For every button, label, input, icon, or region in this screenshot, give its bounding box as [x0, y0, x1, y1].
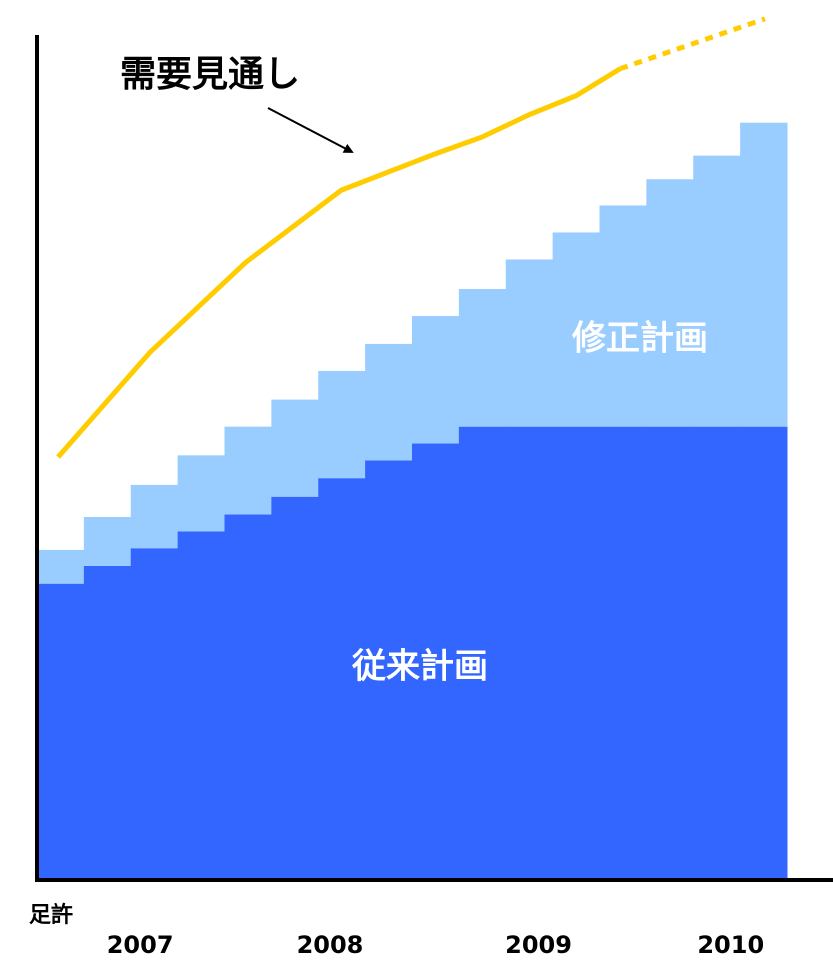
- bar-segment: [365, 343, 413, 461]
- bar-segment: [83, 516, 132, 566]
- bar-segment: [37, 549, 85, 584]
- bar-segment: [599, 426, 647, 880]
- bar-segment: [458, 426, 507, 880]
- bar-segment: [177, 455, 225, 532]
- bar-segment: [130, 484, 179, 549]
- plot-area: [37, 16, 788, 880]
- x-tick-label: 足許: [29, 902, 73, 928]
- line-label: 需要見通し: [120, 54, 300, 95]
- bar-segment: [505, 426, 554, 880]
- bar-segment: [224, 426, 272, 515]
- bar-segment: [412, 443, 460, 880]
- bar-segment: [740, 122, 788, 427]
- bar-segment: [552, 426, 600, 880]
- x-tick-label: 2009: [505, 931, 572, 959]
- line-forecast: [619, 16, 766, 72]
- bar-segment: [271, 399, 319, 497]
- bar-segment: [599, 205, 647, 427]
- series-label: 修正計画: [571, 319, 708, 359]
- bar-segment: [552, 232, 600, 427]
- bar-segment: [365, 460, 413, 880]
- bar-segment: [318, 370, 366, 479]
- bar-segment: [318, 478, 366, 880]
- series-label: 従来計画: [351, 647, 488, 687]
- x-tick-label: 2008: [297, 931, 364, 959]
- bar-segment: [130, 548, 179, 880]
- bar-segment: [412, 316, 460, 444]
- bar-segment: [458, 289, 507, 427]
- annotation-arrow: [267, 107, 354, 153]
- bar-segment: [740, 426, 788, 880]
- bar-segment: [177, 531, 225, 880]
- bar-segment: [83, 565, 132, 880]
- bar-segment: [37, 583, 85, 880]
- x-tick-label: 2007: [107, 931, 174, 959]
- bar-segment: [693, 155, 741, 427]
- line: [56, 66, 622, 459]
- bar-segment: [271, 496, 319, 880]
- bar-segment: [646, 426, 694, 880]
- bar-segment: [646, 179, 694, 427]
- bar-segment: [693, 426, 741, 880]
- x-tick-label: 2010: [697, 931, 764, 959]
- bar-segment: [505, 259, 554, 427]
- bar-segment: [224, 514, 272, 880]
